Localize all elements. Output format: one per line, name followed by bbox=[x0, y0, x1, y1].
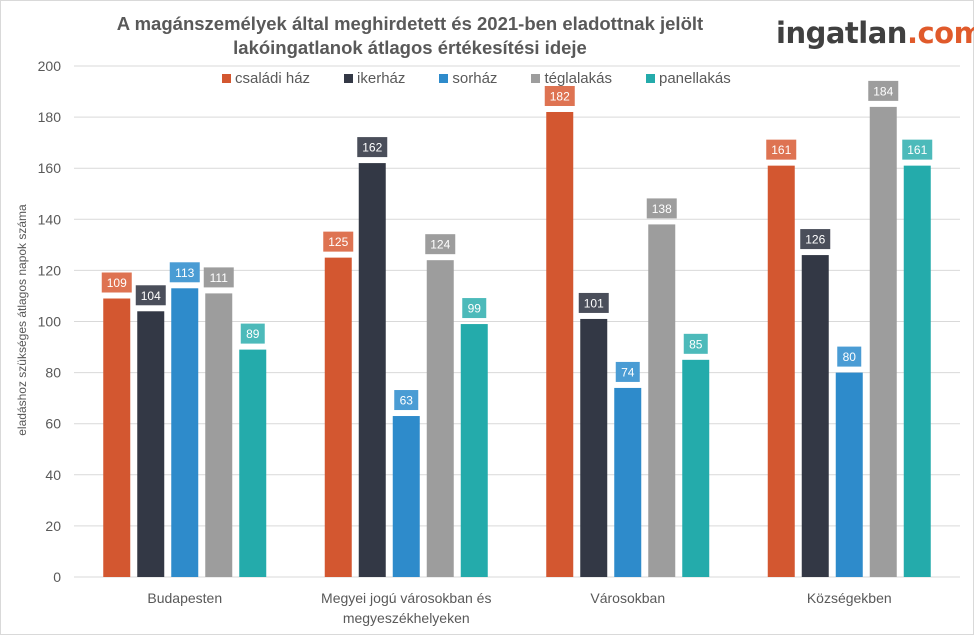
data-label: 184 bbox=[873, 84, 893, 98]
bar bbox=[426, 260, 454, 577]
logo-suffix: .com bbox=[906, 16, 974, 50]
data-label: 111 bbox=[210, 271, 229, 285]
bar bbox=[835, 372, 863, 577]
bar bbox=[869, 106, 897, 577]
bar bbox=[392, 416, 420, 577]
y-tick-label: 20 bbox=[45, 518, 61, 534]
legend-swatch bbox=[645, 74, 655, 83]
data-label: 124 bbox=[430, 238, 450, 252]
data-label: 138 bbox=[652, 202, 672, 216]
data-label: 182 bbox=[550, 89, 570, 103]
legend-item: ikerház bbox=[344, 70, 405, 87]
bar bbox=[546, 111, 574, 578]
bar bbox=[171, 288, 199, 577]
legend-label: családi ház bbox=[235, 70, 311, 87]
legend-swatch bbox=[531, 74, 541, 83]
bar bbox=[205, 293, 233, 577]
data-label-box bbox=[837, 346, 862, 367]
data-label-box bbox=[868, 80, 899, 101]
bar bbox=[137, 311, 165, 577]
y-tick-label: 40 bbox=[45, 467, 61, 483]
y-tick-label: 60 bbox=[45, 416, 61, 432]
data-label-box bbox=[544, 85, 575, 106]
data-label-box bbox=[902, 139, 933, 160]
data-label: 126 bbox=[805, 233, 825, 247]
y-tick-label: 120 bbox=[38, 262, 62, 278]
data-label-box bbox=[135, 285, 166, 306]
data-label-box bbox=[240, 323, 265, 344]
data-label: 99 bbox=[468, 302, 482, 316]
logo-main: ingatlan bbox=[776, 16, 907, 50]
data-label: 161 bbox=[907, 143, 927, 157]
legend-label: téglalakás bbox=[544, 70, 612, 87]
bar bbox=[648, 224, 676, 577]
data-label-box bbox=[357, 137, 388, 158]
bar bbox=[903, 165, 931, 577]
legend-item: családi ház bbox=[222, 70, 310, 87]
data-label: 162 bbox=[362, 141, 382, 155]
bar bbox=[103, 298, 131, 577]
data-label: 109 bbox=[107, 276, 127, 290]
legend-label: panellakás bbox=[658, 70, 731, 87]
legend-swatch bbox=[222, 74, 231, 83]
x-category-label: Megyei jogú városokban és bbox=[321, 590, 491, 606]
data-label: 125 bbox=[328, 235, 348, 249]
ingatlan-logo: ingatlan.com bbox=[776, 16, 974, 50]
data-label: 89 bbox=[246, 327, 260, 341]
data-label: 80 bbox=[843, 350, 857, 364]
y-tick-label: 80 bbox=[45, 365, 61, 381]
bar bbox=[801, 255, 829, 577]
bar bbox=[580, 318, 608, 577]
data-label-box bbox=[203, 267, 234, 288]
x-category-label: megyeszékhelyeken bbox=[343, 610, 470, 626]
bar bbox=[767, 165, 795, 577]
x-category-label: Budapesten bbox=[147, 590, 222, 606]
data-label: 85 bbox=[689, 337, 703, 351]
legend-item: téglalakás bbox=[531, 70, 612, 87]
data-label: 63 bbox=[400, 394, 414, 408]
legend-label: sorház bbox=[452, 70, 498, 87]
data-label-box bbox=[101, 272, 132, 293]
title-line-1: A magánszemélyek által meghirdetett és 2… bbox=[116, 13, 704, 34]
data-label: 104 bbox=[141, 289, 161, 303]
title-line-2: lakóingatlanok átlagos értékesítési idej… bbox=[233, 37, 587, 58]
y-tick-label: 160 bbox=[38, 160, 62, 176]
data-label-box bbox=[578, 292, 609, 313]
data-label-box bbox=[800, 229, 831, 250]
bar bbox=[324, 257, 352, 577]
chart-legend: családi ház ikerház sorház téglalakás panell… bbox=[222, 70, 765, 87]
data-label-box bbox=[425, 234, 456, 255]
bar bbox=[614, 387, 642, 577]
bar bbox=[682, 359, 710, 577]
data-label: 101 bbox=[584, 296, 604, 310]
data-label-box bbox=[683, 333, 708, 354]
legend-swatch bbox=[439, 74, 449, 83]
y-tick-label: 140 bbox=[38, 211, 62, 227]
data-label-box bbox=[169, 262, 200, 283]
data-label-box bbox=[323, 231, 354, 252]
data-label-box bbox=[766, 139, 797, 160]
y-tick-label: 180 bbox=[38, 109, 62, 125]
data-label-box bbox=[615, 361, 640, 382]
data-label-box bbox=[462, 298, 487, 319]
legend-item: panellakás bbox=[645, 70, 731, 87]
legend-label: ikerház bbox=[357, 70, 406, 87]
data-label: 161 bbox=[771, 143, 791, 157]
bar bbox=[239, 349, 267, 577]
x-category-label: Városokban bbox=[590, 590, 665, 606]
y-tick-label: 0 bbox=[53, 569, 61, 585]
x-category-label: Községekben bbox=[807, 590, 892, 606]
bar bbox=[358, 163, 386, 577]
y-tick-label: 100 bbox=[38, 314, 62, 330]
bar bbox=[460, 324, 488, 577]
data-label-box bbox=[394, 390, 419, 411]
data-label-box bbox=[646, 198, 677, 219]
legend-swatch bbox=[344, 74, 354, 83]
legend-item: sorház bbox=[439, 70, 497, 87]
data-label: 74 bbox=[621, 365, 635, 379]
chart-title: A magánszemélyek által meghirdetett és 2… bbox=[110, 12, 710, 60]
data-label: 113 bbox=[175, 266, 194, 280]
y-tick-label: 200 bbox=[38, 58, 62, 74]
